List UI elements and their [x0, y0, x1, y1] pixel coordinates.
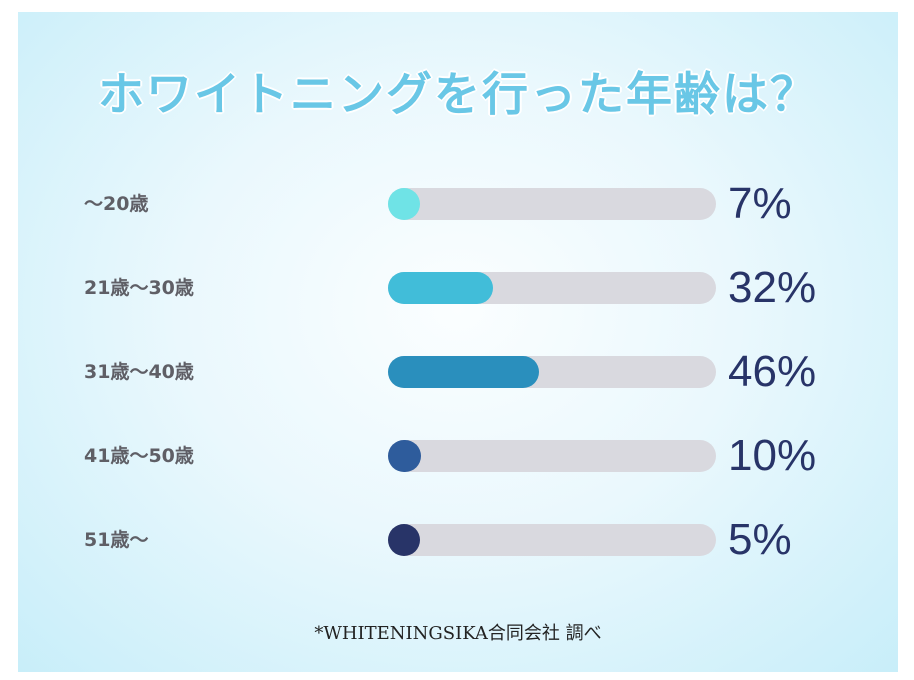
chart-panel: ホワイトニングを行った年齢は？ 〜20歳 7% 21歳〜30歳 32% 31歳〜40歳 4…	[18, 12, 898, 672]
value-label: 46%	[728, 347, 817, 396]
value-label: 7%	[728, 179, 792, 228]
category-label: 41歳〜50歳	[84, 445, 194, 467]
category-label: 51歳〜	[84, 529, 149, 551]
bar-fill	[388, 524, 420, 556]
bar-fill	[388, 440, 421, 472]
bar-fill	[388, 188, 420, 220]
bar-track	[388, 524, 716, 556]
bar-row: 21歳〜30歳 32%	[18, 263, 898, 312]
bar-fill	[388, 272, 493, 304]
bar-row: 51歳〜 5%	[18, 515, 898, 564]
value-label: 5%	[728, 515, 792, 564]
category-label: 〜20歳	[84, 193, 149, 215]
bar-row: 〜20歳 7%	[18, 179, 898, 228]
category-label: 21歳〜30歳	[84, 277, 194, 299]
bar-fill	[388, 356, 539, 388]
bar-row: 31歳〜40歳 46%	[18, 347, 898, 396]
bar-track	[388, 272, 716, 304]
bar-track	[388, 440, 716, 472]
value-label: 32%	[728, 263, 817, 312]
chart-title: ホワイトニングを行った年齢は？	[97, 66, 818, 122]
bar-track	[388, 356, 716, 388]
value-label: 10%	[728, 431, 817, 480]
category-label: 31歳〜40歳	[84, 361, 194, 383]
bar-row: 41歳〜50歳 10%	[18, 431, 898, 480]
bar-track	[388, 188, 716, 220]
source-note: *WHITENINGSIKA合同会社 調べ	[314, 623, 602, 644]
bar-chart: 〜20歳 7% 21歳〜30歳 32% 31歳〜40歳 46% 41歳〜50歳 10% 51歳〜…	[18, 12, 898, 672]
